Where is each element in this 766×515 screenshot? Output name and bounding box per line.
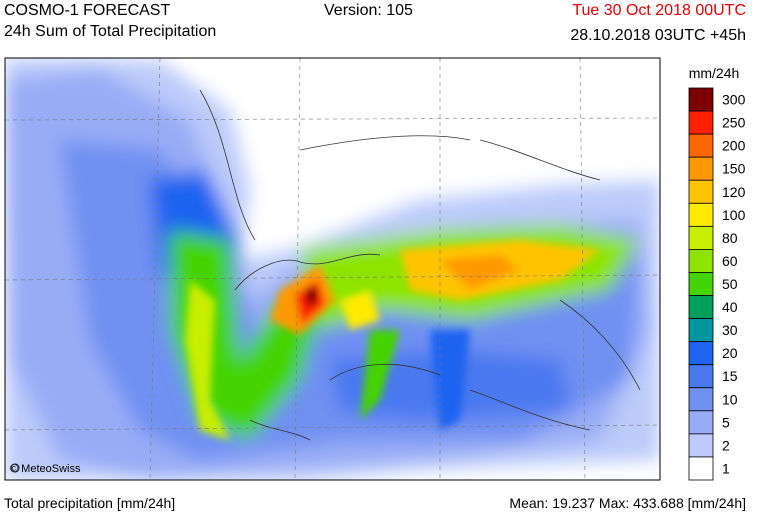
colorbar-swatch — [688, 133, 714, 158]
colorbar-swatch — [688, 156, 714, 181]
colorbar: 300 250 200 150 120 100 80 60 50 40 30 20 15 10 5 2 1 — [688, 87, 746, 481]
colorbar-label: 300 — [722, 92, 746, 108]
colorbar-label: 60 — [722, 253, 738, 269]
title: COSMO-1 FORECAST — [4, 2, 171, 19]
legend-unit: mm/24h — [689, 65, 740, 81]
graticule — [5, 58, 660, 480]
colorbar-swatch — [688, 387, 714, 412]
colorbar-label: 150 — [722, 161, 746, 177]
precip-field — [5, 58, 660, 480]
colorbar-label: 20 — [722, 345, 738, 361]
colorbar-swatch — [688, 341, 714, 366]
footer-left: Total precipitation [mm/24h] — [4, 495, 176, 511]
coastlines — [199, 89, 641, 441]
colorbar-label: 1 — [722, 460, 730, 476]
colorbar-label: 50 — [722, 276, 738, 292]
colorbar-label: 120 — [722, 184, 746, 200]
colorbar-label: 15 — [722, 368, 738, 384]
valid-time: Tue 30 Oct 2018 00UTC — [572, 2, 746, 19]
colorbar-swatch — [688, 433, 714, 458]
colorbar-label: 100 — [722, 207, 746, 223]
colorbar-swatch — [688, 364, 714, 389]
colorbar-label: 5 — [722, 414, 730, 430]
colorbar-label: 30 — [722, 322, 738, 338]
version: Version: 105 — [324, 2, 413, 19]
colorbar-swatch — [688, 295, 714, 319]
colorbar-swatch — [688, 456, 714, 481]
colorbar-label: 80 — [722, 230, 738, 246]
subtitle: 24h Sum of Total Precipitation — [4, 23, 217, 40]
colorbar-swatch — [688, 225, 714, 250]
colorbar-swatch — [688, 202, 714, 227]
colorbar-label: 40 — [722, 299, 738, 315]
colorbar-swatch — [688, 272, 714, 296]
colorbar-label: 200 — [722, 138, 746, 154]
colorbar-label: 10 — [722, 391, 738, 407]
colorbar-swatch — [688, 110, 714, 135]
copyright-mark — [10, 463, 20, 473]
copyright: © MeteoSwiss — [10, 463, 81, 475]
colorbar-swatch — [688, 179, 714, 204]
colorbar-swatch — [688, 249, 714, 273]
colorbar-swatch — [688, 87, 714, 112]
colorbar-swatch — [688, 410, 714, 435]
colorbar-label: 2 — [722, 437, 730, 453]
footer-right: Mean: 19.237 Max: 433.688 [mm/24h] — [509, 495, 746, 511]
map-frame — [4, 57, 661, 481]
colorbar-label: 250 — [722, 115, 746, 131]
run-time: 28.10.2018 03UTC +45h — [570, 27, 746, 44]
colorbar-swatch — [688, 318, 714, 343]
